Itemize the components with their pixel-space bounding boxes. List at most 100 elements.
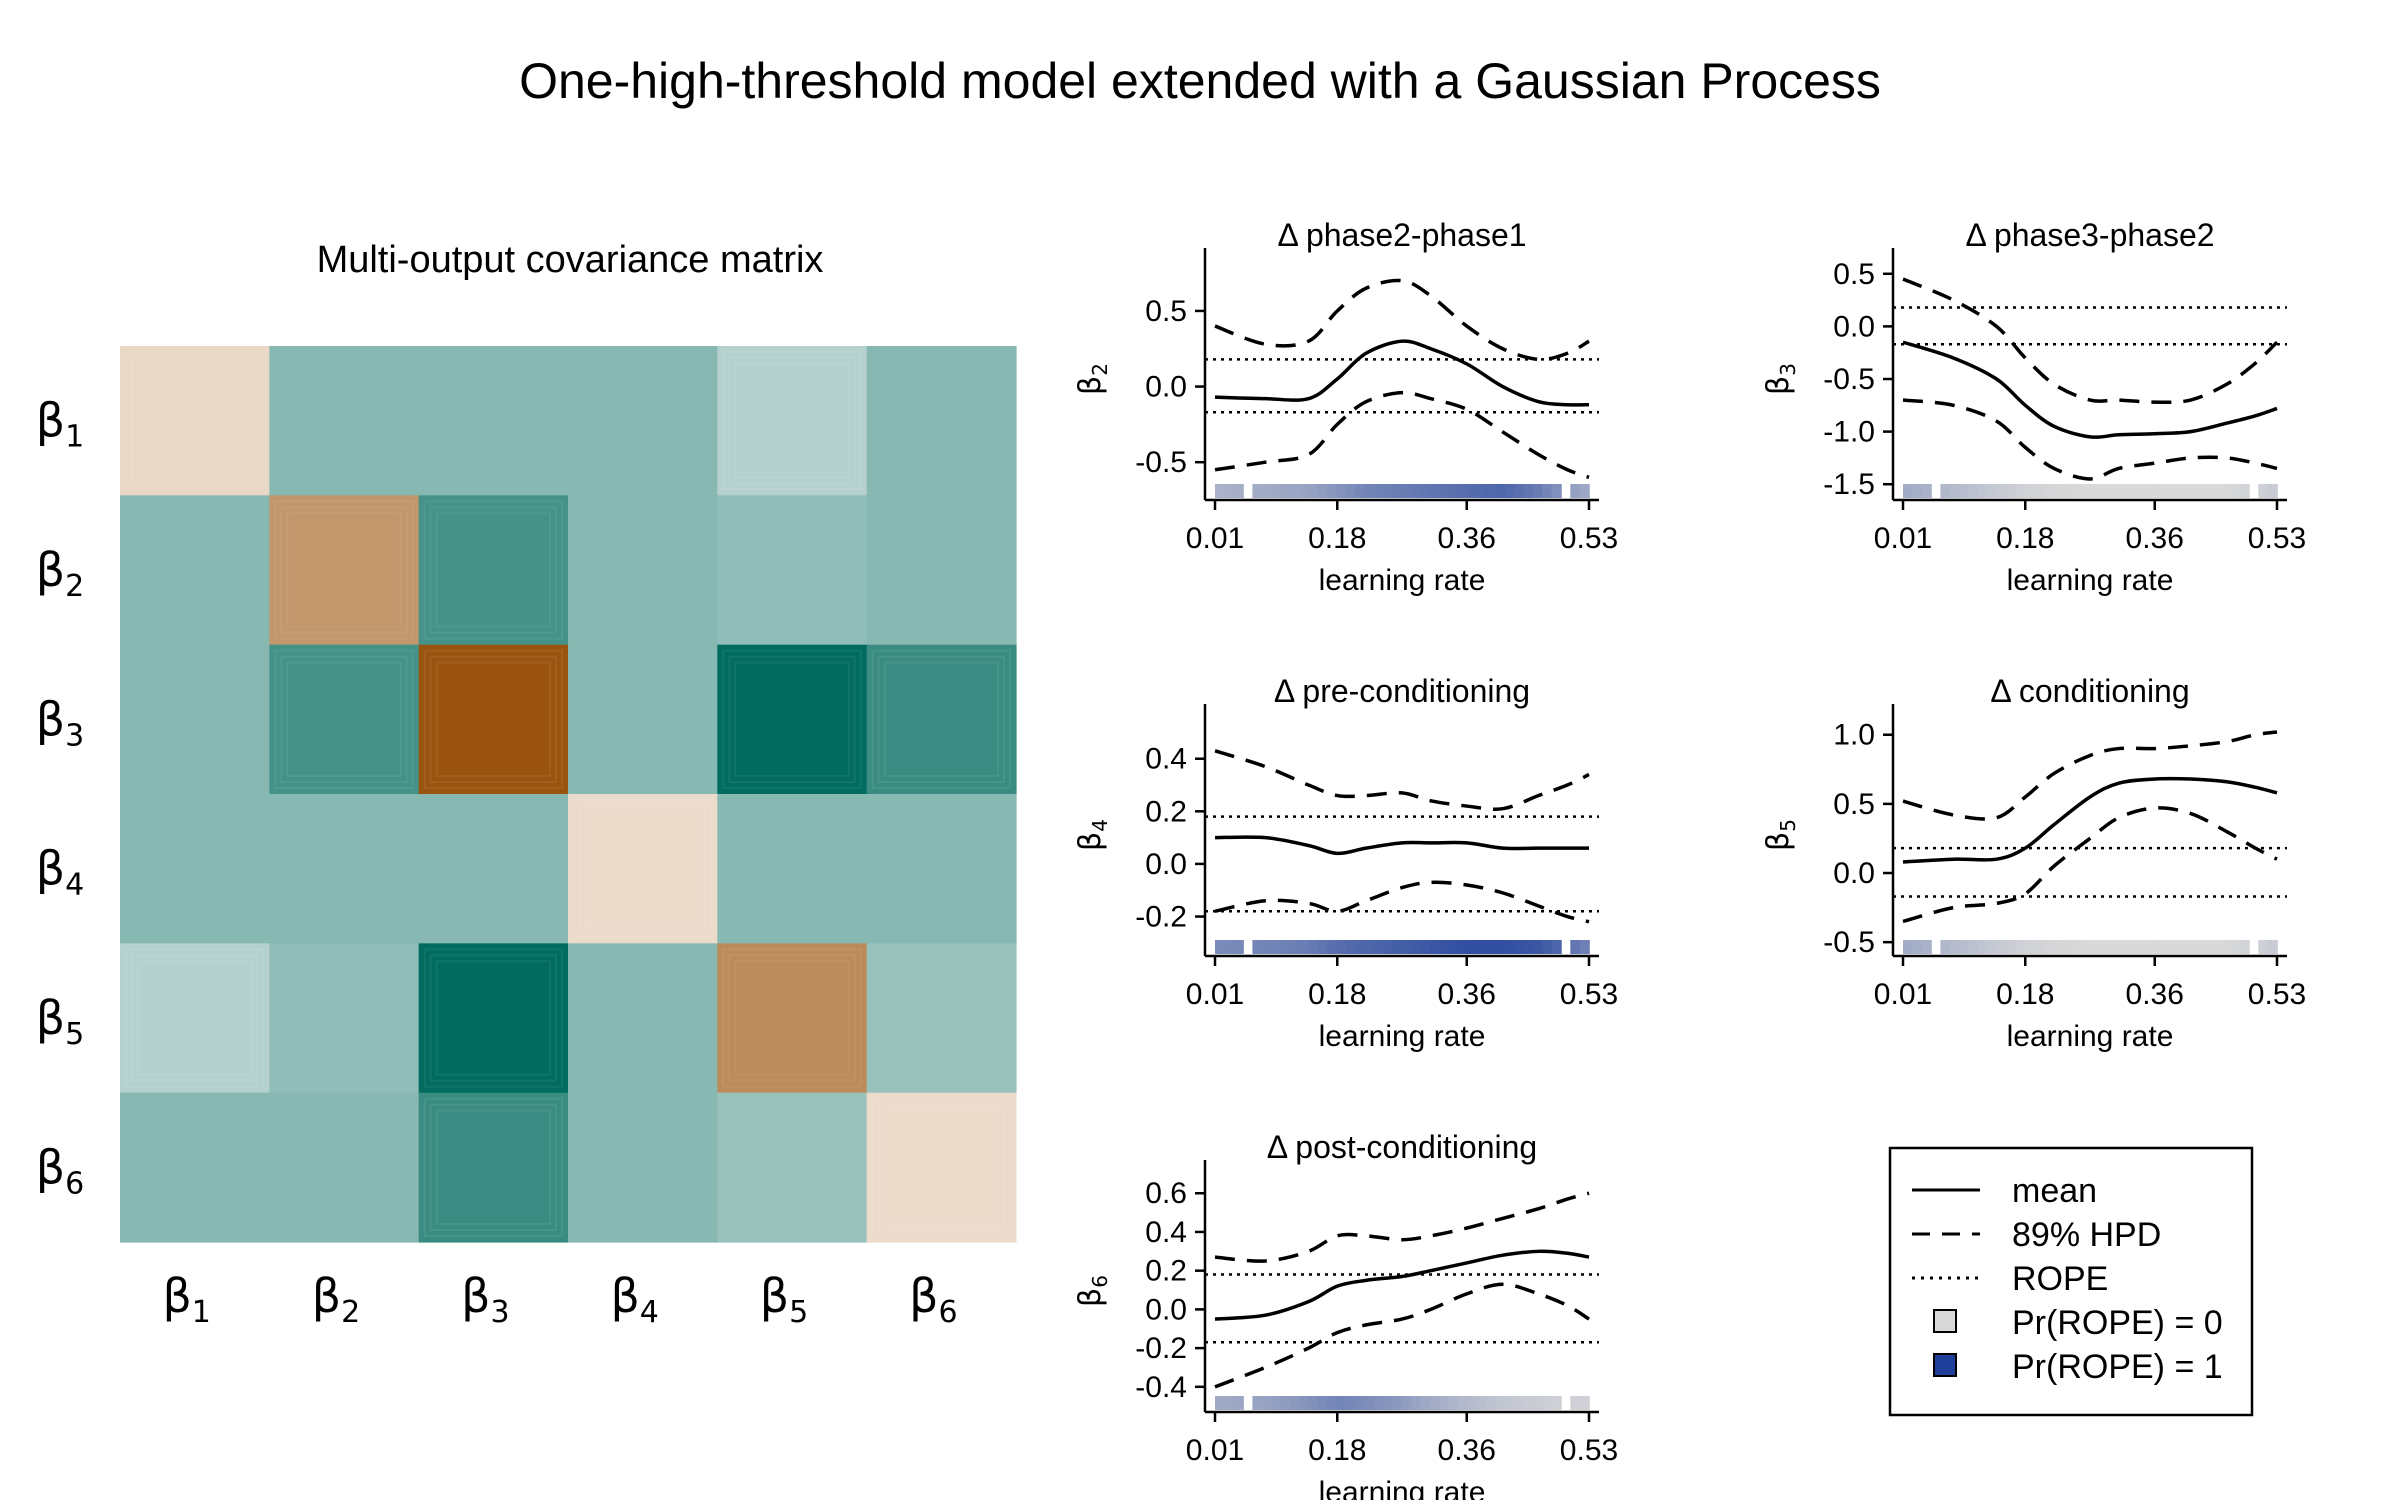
pr-rope-strip-segment (1467, 1396, 1478, 1410)
x-axis-label: learning rate (1319, 1476, 1486, 1500)
heatmap-cell-texture (137, 363, 253, 479)
heatmap-cell-texture (435, 1109, 551, 1225)
heatmap-cell-texture (734, 363, 850, 479)
y-tick-label: -1.5 (1823, 468, 1875, 501)
pr-rope-strip-segment (1373, 940, 1385, 954)
x-axis-label: learning rate (2007, 564, 2174, 597)
heatmap-cell-texture (579, 805, 707, 933)
legend-item-square-light: Pr(ROPE) = 0 (1933, 1304, 2223, 1342)
pr-rope-strip-segment (1495, 1396, 1506, 1410)
heatmap-cell-6-6 (866, 1092, 1017, 1243)
y-tick-label: 0.5 (1833, 258, 1875, 291)
pr-rope-strip-segment (1215, 484, 1226, 498)
pr-rope-strip-segment (2033, 484, 2045, 498)
pr-rope-strip-segment (2080, 484, 2091, 498)
pr-rope-strip-segment (1252, 1396, 1263, 1410)
pr-rope-strip-segment (1271, 1396, 1282, 1410)
hpd-upper-line (1214, 278, 1590, 362)
pr-rope-strip-segment (1504, 940, 1515, 954)
pr-rope-strip-segment (2155, 484, 2166, 498)
pr-rope-strip-segment (1224, 1396, 1235, 1410)
pr-rope-strip-segment (2230, 940, 2241, 954)
hpd-upper-line (1902, 730, 2278, 821)
panel-title: Δ post-conditioning (1267, 1129, 1537, 1165)
x-tick-label: 0.18 (1996, 978, 2054, 1011)
pr-rope-strip-segment (1448, 1396, 1459, 1410)
pr-rope-strip-segment (1921, 940, 1932, 954)
heatmap-cell-1-6 (866, 346, 1017, 496)
hpd-lower-line (1214, 1282, 1590, 1389)
pr-rope-strip-segment (1504, 484, 1515, 498)
pr-rope-strip-segment (1233, 1396, 1244, 1410)
pr-rope-strip-segment (1532, 484, 1544, 498)
y-tick-label: -0.4 (1135, 1371, 1187, 1404)
heatmap-cell-1-2 (269, 346, 420, 496)
x-axis-label: learning rate (1319, 564, 1486, 597)
pr-rope-strip-segment (1355, 1396, 1366, 1410)
pr-rope-strip-segment (1542, 484, 1553, 498)
pr-rope-strip-segment (1476, 484, 1487, 498)
legend-label: ROPE (2012, 1260, 2108, 1298)
pr-rope-strip-segment (1215, 1396, 1226, 1410)
y-tick-label: 1.0 (1833, 719, 1875, 752)
pr-rope-strip-segment (2061, 484, 2073, 498)
y-tick-label: 0.0 (1833, 857, 1875, 890)
pr-rope-strip-segment (1495, 940, 1506, 954)
pr-rope-strip-segment (1486, 484, 1497, 498)
hpd-upper-line (1214, 749, 1590, 811)
pr-rope-strip-segment (1215, 940, 1226, 954)
heatmap-cell-texture (423, 1097, 563, 1237)
heatmap-col-label-1: β1 (162, 1269, 210, 1330)
heatmap-row-label-5: β5 (36, 991, 84, 1052)
pr-rope-strip-segment (2024, 484, 2035, 498)
pr-rope-strip-segment (1551, 1396, 1562, 1410)
heatmap-cell-5-3 (418, 943, 569, 1094)
pr-rope-strip-segment (1252, 940, 1263, 954)
pr-rope-strip-segment (1402, 1396, 1413, 1410)
pr-rope-strip-segment (1233, 484, 1244, 498)
heatmap-cell-texture (125, 351, 265, 491)
pr-rope-strip-segment (1317, 940, 1328, 954)
pr-rope-strip-segment (1364, 1396, 1375, 1410)
heatmap-cell-4-2 (269, 794, 420, 944)
legend-label: mean (2012, 1172, 2097, 1210)
x-tick-label: 0.53 (2248, 522, 2306, 555)
hpd-lower-line (1214, 390, 1590, 479)
pr-rope-strip-segment (1476, 1396, 1487, 1410)
pr-rope-strip-segment (1959, 940, 1970, 954)
pr-rope-strip-segment (2146, 940, 2157, 954)
legend-label: 89% HPD (2012, 1216, 2161, 1254)
heatmap-cell-texture (137, 960, 253, 1076)
pr-rope-strip-segment (1383, 484, 1394, 498)
pr-rope-strip-segment (1912, 940, 1923, 954)
pr-rope-strip-segment (2164, 484, 2175, 498)
y-axis-label: β5 (1761, 819, 1800, 851)
heatmap-cell-texture (280, 655, 408, 784)
heatmap-cell-texture (286, 661, 402, 778)
pr-rope-strip-segment (1570, 1396, 1581, 1410)
pr-rope-strip-segment (1579, 1396, 1590, 1410)
pr-rope-strip-segment (2220, 484, 2232, 498)
y-axis-label: β2 (1073, 363, 1112, 395)
heatmap-cell-texture (734, 661, 850, 778)
legend-label: Pr(ROPE) = 0 (2012, 1304, 2223, 1342)
legend-label: Pr(ROPE) = 1 (2012, 1348, 2223, 1386)
pr-rope-strip-segment (1308, 940, 1319, 954)
pr-rope-strip-segment (1317, 484, 1328, 498)
pr-rope-strip-segment (1570, 940, 1581, 954)
pr-rope-strip-segment (1504, 1396, 1515, 1410)
pr-rope-strip-segment (1355, 940, 1366, 954)
x-tick-label: 0.53 (1560, 1434, 1618, 1467)
pr-rope-strip-segment (2090, 484, 2101, 498)
pr-rope-strip-segment (2258, 940, 2269, 954)
heatmap-cell-texture (877, 1103, 1006, 1231)
y-tick-label: 0.2 (1145, 1255, 1187, 1288)
mean-line (1902, 340, 2278, 439)
heatmap-cell-1-4 (568, 346, 718, 496)
pr-rope-strip-segment (1514, 1396, 1525, 1410)
heatmap-cell-texture (429, 506, 557, 634)
heatmap-cell-texture (871, 649, 1012, 790)
heatmap-cell-6-1 (120, 1092, 270, 1243)
pr-rope-strip-segment (1373, 1396, 1385, 1410)
pr-rope-strip-segment (1430, 1396, 1441, 1410)
